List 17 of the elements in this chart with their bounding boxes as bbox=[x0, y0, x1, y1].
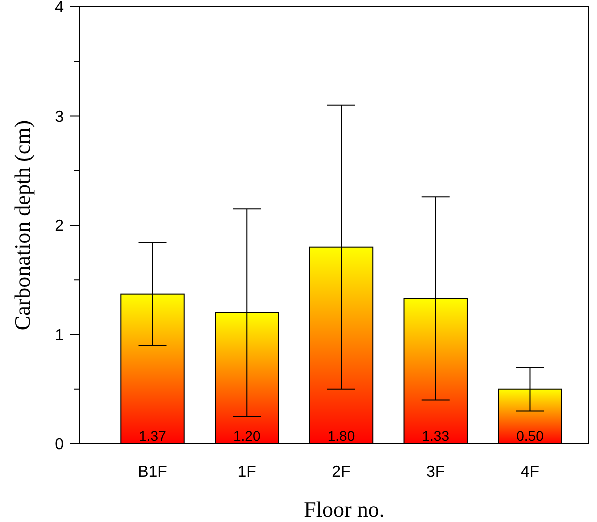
y-tick-label: 1 bbox=[55, 327, 64, 344]
data-label: 0.50 bbox=[516, 428, 544, 444]
y-tick-label: 2 bbox=[55, 218, 64, 236]
data-label: 1.20 bbox=[234, 428, 261, 444]
y-axis-title: Carbonation depth (cm) bbox=[10, 120, 35, 331]
y-tick-label: 0 bbox=[55, 436, 64, 454]
x-tick-label: 2F bbox=[332, 464, 352, 481]
x-axis-title: Floor no. bbox=[304, 497, 385, 522]
data-label: 1.33 bbox=[422, 428, 450, 444]
y-tick-label: 3 bbox=[55, 108, 64, 126]
x-tick-label: B1F bbox=[138, 464, 168, 481]
y-tick-label: 4 bbox=[55, 0, 64, 17]
x-tick-label: 1F bbox=[238, 464, 257, 481]
data-label: 1.37 bbox=[139, 428, 167, 444]
x-tick-label: 3F bbox=[426, 464, 446, 481]
x-tick-label: 4F bbox=[520, 464, 540, 481]
data-label: 1.80 bbox=[328, 428, 356, 444]
